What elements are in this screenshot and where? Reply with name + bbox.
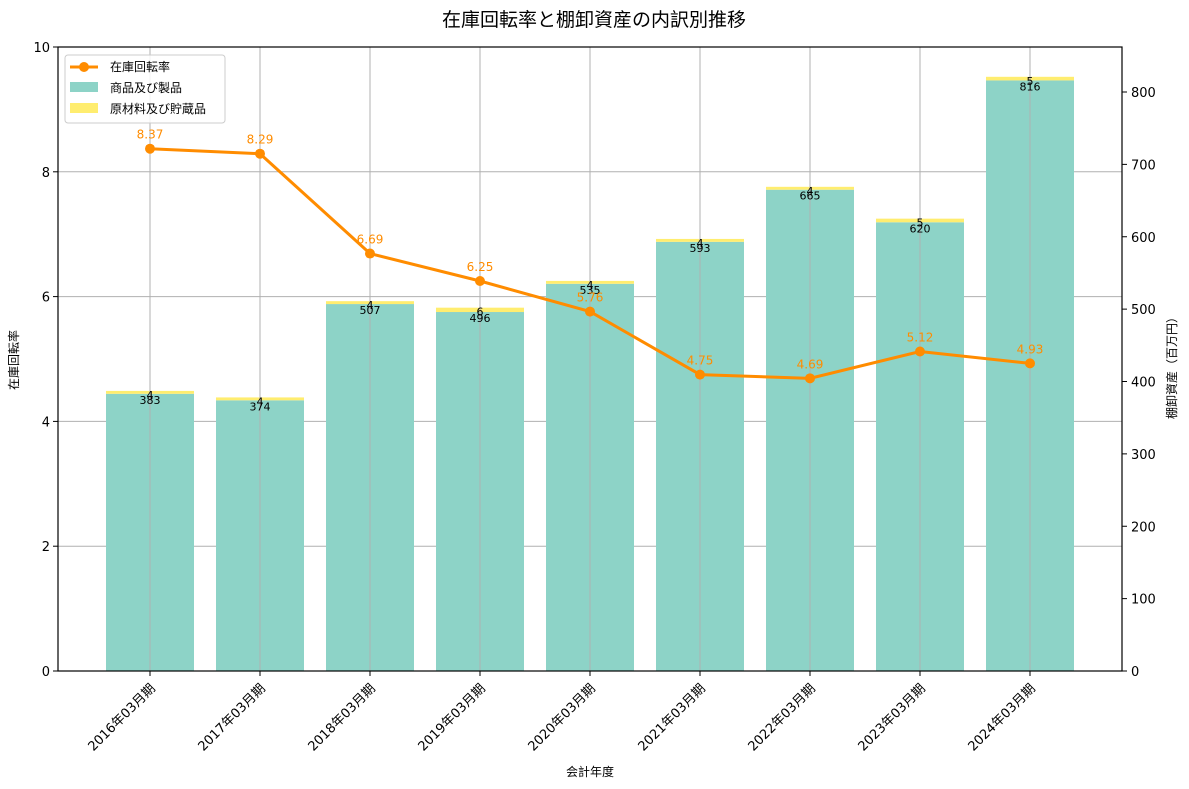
bar-value-label-small: 6: [477, 306, 484, 319]
turnover-point: [805, 373, 815, 384]
bar-value-label: 507: [360, 304, 381, 317]
bar-value-label-small: 5: [917, 217, 924, 230]
tick-label-right: 800: [1131, 86, 1156, 101]
tick-label-right: 600: [1131, 231, 1156, 246]
turnover-value-label: 4.75: [687, 354, 714, 368]
turnover-value-label: 4.69: [797, 357, 824, 371]
bar-value-label-small: 4: [257, 395, 264, 408]
bar-value-label: 593: [690, 242, 711, 255]
tick-label-right: 400: [1131, 376, 1156, 391]
bar-value-label: 496: [470, 312, 491, 325]
bar-value-label-small: 4: [697, 237, 704, 250]
bar-value-label: 665: [800, 190, 821, 203]
bar-value-label-small: 4: [587, 279, 594, 292]
tick-label-right: 100: [1131, 593, 1156, 608]
tick-label-left: 10: [33, 41, 50, 56]
bar-value-label-small: 4: [147, 389, 154, 402]
tick-label-x: 2020年03月期: [526, 681, 599, 754]
turnover-point: [255, 148, 265, 159]
tick-label-x: 2017年03月期: [196, 681, 269, 754]
legend: [64, 54, 226, 124]
chart-title: 在庫回転率と棚卸資産の内訳別推移: [442, 9, 746, 31]
legend-label: 原材料及び貯蔵品: [110, 102, 206, 116]
turnover-value-label: 8.37: [137, 128, 164, 142]
tick-label-right: 300: [1131, 448, 1156, 463]
tick-label-right: 500: [1131, 303, 1156, 318]
tick-label-x: 2019年03月期: [416, 681, 489, 754]
legend-swatch-products: [70, 82, 98, 92]
tick-label-left: 2: [42, 540, 50, 555]
bar-value-label-small: 4: [807, 185, 814, 198]
turnover-value-label: 5.76: [577, 291, 604, 305]
bar-value-label: 374: [250, 400, 271, 413]
turnover-value-label: 6.69: [357, 233, 384, 247]
legend-swatch-raw: [70, 103, 98, 113]
tick-label-left: 0: [42, 665, 50, 680]
bar-value-label: 816: [1020, 80, 1041, 93]
bar-value-label: 535: [580, 284, 601, 297]
turnover-point: [145, 143, 155, 154]
turnover-value-label: 5.12: [907, 331, 934, 345]
tick-label-right: 700: [1131, 158, 1156, 173]
turnover-point: [1025, 358, 1035, 369]
tick-label-left: 8: [42, 166, 50, 181]
tick-label-x: 2018年03月期: [306, 681, 379, 754]
tick-label-x: 2023年03月期: [856, 681, 929, 754]
tick-label-x: 2016年03月期: [86, 681, 159, 754]
bar-value-label: 383: [140, 394, 161, 407]
turnover-value-label: 8.29: [247, 133, 274, 147]
y-axis-label-right: 棚卸資産（百万円）: [1164, 311, 1179, 419]
turnover-value-label: 6.25: [467, 260, 494, 274]
turnover-point: [915, 346, 925, 357]
turnover-point: [475, 276, 485, 286]
legend-label: 在庫回転率: [110, 59, 170, 74]
tick-label-left: 4: [42, 415, 50, 430]
tick-label-left: 6: [42, 291, 50, 306]
y-axis-label-left: 在庫回転率: [6, 330, 21, 390]
turnover-point: [585, 306, 595, 317]
tick-label-right: 0: [1131, 665, 1139, 680]
bar-value-label-small: 5: [1027, 75, 1034, 88]
tick-label-x: 2022年03月期: [746, 681, 819, 754]
tick-label-right: 200: [1131, 520, 1156, 535]
legend-label: 商品及び製品: [110, 80, 182, 95]
tick-label-x: 2024年03月期: [966, 681, 1039, 754]
turnover-point: [365, 248, 375, 259]
x-axis-label: 会計年度: [566, 764, 614, 779]
bar-value-label: 620: [910, 222, 931, 235]
bar-value-label-small: 4: [367, 299, 374, 312]
turnover-value-label: 4.93: [1017, 342, 1044, 356]
legend-marker-icon: [79, 62, 89, 72]
tick-label-x: 2021年03月期: [636, 681, 709, 754]
turnover-point: [695, 369, 705, 380]
